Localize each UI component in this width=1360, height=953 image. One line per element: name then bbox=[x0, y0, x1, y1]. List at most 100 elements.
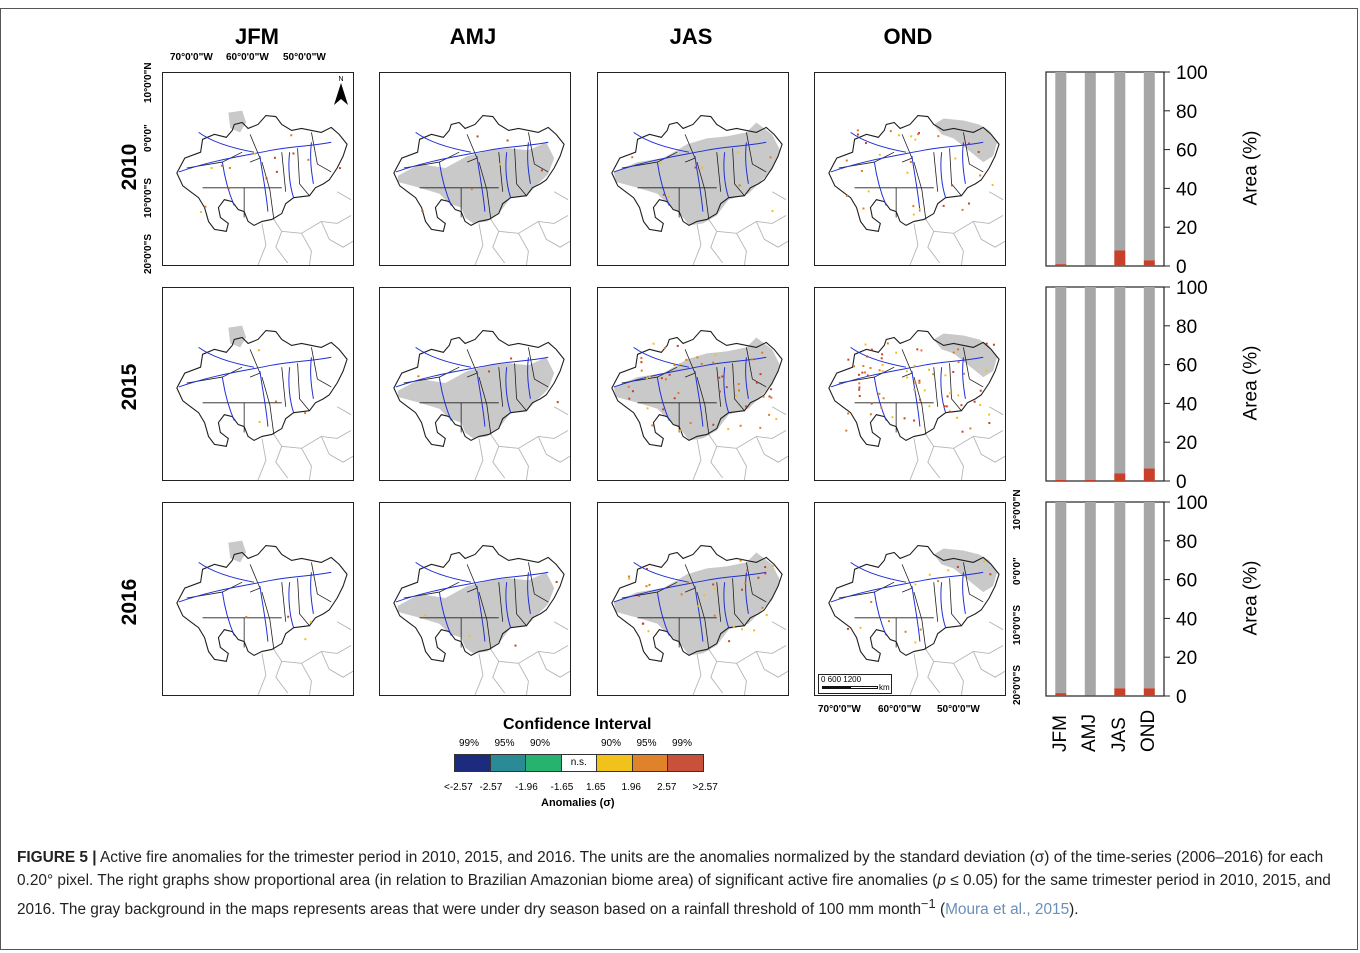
fire-anomaly-pixel bbox=[957, 348, 960, 351]
map-2016-amj bbox=[379, 502, 571, 696]
fire-anomaly-pixel bbox=[916, 348, 919, 351]
river bbox=[656, 377, 670, 421]
state-border bbox=[261, 161, 275, 220]
fire-anomaly-pixel bbox=[765, 614, 768, 617]
neighbor-border bbox=[273, 430, 352, 449]
state-border bbox=[311, 562, 332, 603]
column-title-jfm: JFM bbox=[235, 24, 279, 49]
river bbox=[198, 131, 255, 153]
north-arrow-icon: N bbox=[333, 76, 349, 108]
bar-jas-other bbox=[1114, 502, 1126, 689]
map-svg bbox=[611, 544, 788, 695]
fire-anomaly-pixel bbox=[775, 418, 778, 421]
map-svg bbox=[828, 114, 1005, 265]
row-label-2016: 2016 bbox=[118, 578, 141, 626]
fire-anomaly-pixel bbox=[878, 369, 881, 372]
river bbox=[505, 582, 512, 628]
fire-anomaly-pixel bbox=[886, 342, 889, 345]
fire-anomaly-pixel bbox=[304, 412, 307, 415]
fire-anomaly-pixel bbox=[292, 152, 295, 155]
fire-anomaly-pixel bbox=[903, 417, 906, 420]
fire-anomaly-pixel bbox=[659, 162, 662, 165]
map-2016-ond bbox=[814, 502, 1006, 696]
scale-bar-unit: km bbox=[879, 683, 890, 692]
fire-anomaly-pixel bbox=[275, 170, 278, 173]
fire-anomaly-pixel bbox=[740, 628, 743, 631]
fire-anomaly-pixel bbox=[856, 133, 859, 136]
river bbox=[745, 142, 749, 184]
neighbor-border bbox=[320, 221, 353, 248]
state-border bbox=[297, 363, 310, 411]
fire-anomaly-pixel bbox=[864, 343, 867, 346]
fire-anomaly-pixel bbox=[728, 640, 731, 643]
neighbor-border bbox=[988, 621, 1004, 631]
fire-anomaly-pixel bbox=[918, 379, 921, 382]
fire-anomaly-pixel bbox=[696, 356, 699, 359]
legend-swatch-6 bbox=[667, 754, 704, 772]
map-2010-ond bbox=[814, 72, 1006, 266]
neighbor-border bbox=[474, 653, 484, 695]
caption-p-symbol: p bbox=[937, 872, 946, 889]
state-border bbox=[498, 367, 504, 407]
legend-swatch-0 bbox=[454, 754, 491, 772]
figure-frame bbox=[0, 8, 1358, 950]
neighbor-border bbox=[474, 438, 484, 480]
river bbox=[911, 586, 921, 642]
fire-anomaly-pixel bbox=[771, 209, 774, 212]
neighbor-border bbox=[518, 233, 529, 265]
fire-anomaly-pixel bbox=[307, 158, 310, 161]
neighbor-border bbox=[736, 663, 747, 695]
bar-jfm-significant bbox=[1055, 693, 1067, 696]
caption-citation-link[interactable]: Moura et al., 2015 bbox=[945, 901, 1070, 919]
river bbox=[850, 346, 907, 368]
state-border bbox=[528, 132, 549, 173]
fire-anomaly-pixel bbox=[914, 381, 917, 384]
fire-anomaly-pixel bbox=[499, 163, 502, 166]
y-axis-label: Area (%) bbox=[1240, 345, 1262, 421]
fire-anomaly-pixel bbox=[417, 375, 420, 378]
fire-anomaly-pixel bbox=[846, 627, 849, 630]
neighbor-border bbox=[490, 645, 569, 664]
fire-anomaly-pixel bbox=[423, 614, 426, 617]
state-border bbox=[913, 161, 927, 220]
fire-anomaly-pixel bbox=[957, 361, 960, 364]
fire-anomaly-pixel bbox=[957, 394, 960, 397]
coord-right-0: 0°0'0" bbox=[1012, 557, 1023, 585]
fire-anomaly-pixel bbox=[878, 153, 881, 156]
fire-anomaly-pixel bbox=[673, 364, 676, 366]
fire-anomaly-pixel bbox=[969, 427, 972, 430]
fire-anomaly-pixel bbox=[948, 410, 951, 413]
y-tick-label: 20 bbox=[1176, 218, 1197, 239]
neighbor-border bbox=[492, 231, 506, 264]
state-border bbox=[963, 562, 984, 603]
neighbor-border bbox=[925, 430, 1004, 449]
fire-anomaly-pixel bbox=[891, 416, 894, 419]
legend-tick-label: -1.65 bbox=[550, 782, 574, 793]
y-tick-label: 100 bbox=[1176, 63, 1208, 84]
fire-anomaly-pixel bbox=[673, 397, 676, 400]
fire-anomaly-pixel bbox=[712, 361, 715, 364]
neighbor-border bbox=[925, 215, 1004, 234]
river bbox=[476, 371, 486, 427]
fire-anomaly-pixel bbox=[979, 174, 982, 177]
fire-anomaly-pixel bbox=[928, 405, 931, 408]
fire-anomaly-pixel bbox=[764, 566, 767, 569]
fire-anomaly-pixel bbox=[739, 559, 742, 562]
river bbox=[633, 561, 690, 583]
fire-anomaly-pixel bbox=[859, 626, 862, 629]
fire-anomaly-pixel bbox=[857, 373, 860, 376]
bar-amj-other bbox=[1084, 287, 1096, 480]
fire-anomaly-pixel bbox=[881, 353, 884, 356]
fire-anomaly-pixel bbox=[914, 641, 917, 644]
neighbor-border bbox=[708, 645, 787, 664]
river bbox=[476, 586, 486, 642]
coord-left-0: 0°0'0" bbox=[143, 124, 154, 152]
fire-anomaly-pixel bbox=[540, 169, 543, 172]
river bbox=[656, 592, 670, 636]
fire-anomaly-pixel bbox=[200, 211, 203, 214]
fire-anomaly-pixel bbox=[718, 390, 721, 393]
fire-anomaly-pixel bbox=[514, 644, 517, 647]
fire-anomaly-pixel bbox=[732, 626, 735, 629]
state-border bbox=[696, 161, 710, 220]
neighbor-border bbox=[553, 406, 569, 416]
